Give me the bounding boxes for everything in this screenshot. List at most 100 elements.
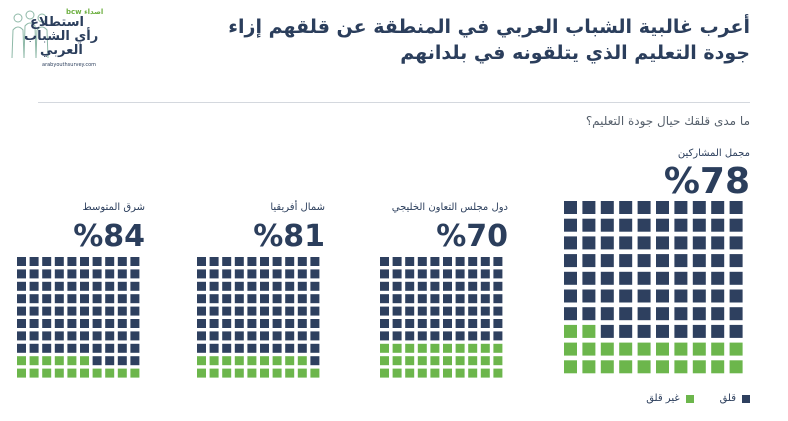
waffle-cell-concerned bbox=[29, 306, 39, 316]
waffle-cell-concerned bbox=[92, 319, 102, 328]
waffle-cell-concerned bbox=[247, 257, 257, 266]
waffle-cell-concerned bbox=[92, 281, 102, 291]
waffle-cell-concerned bbox=[260, 343, 269, 353]
waffle-cell-not-concerned bbox=[297, 356, 307, 366]
waffle-cell-concerned bbox=[272, 319, 282, 328]
waffle-cell-concerned bbox=[29, 257, 39, 266]
waffle-cell-concerned bbox=[493, 281, 503, 291]
waffle-cell-concerned bbox=[468, 269, 478, 279]
waffle-cell-concerned bbox=[405, 257, 415, 266]
waffle-cell-concerned bbox=[247, 306, 257, 316]
waffle-cell-concerned bbox=[117, 257, 127, 266]
waffle-cell-concerned bbox=[67, 269, 77, 279]
waffle-cell-concerned bbox=[480, 281, 490, 291]
waffle-cell-concerned bbox=[380, 306, 389, 316]
waffle-cell-concerned bbox=[564, 218, 577, 232]
waffle-cell-concerned bbox=[417, 319, 427, 328]
waffle-cell-concerned bbox=[310, 269, 320, 279]
waffle-cell-not-concerned bbox=[405, 368, 415, 378]
waffle-cell-concerned bbox=[380, 294, 389, 304]
waffle-cell-concerned bbox=[247, 269, 257, 279]
panel-pct-gcc: %70 bbox=[436, 219, 508, 254]
waffle-cell-concerned bbox=[297, 343, 307, 353]
waffle-cell-concerned bbox=[297, 281, 307, 291]
waffle-cell-concerned bbox=[67, 331, 77, 341]
waffle-cell-not-concerned bbox=[54, 368, 64, 378]
waffle-cell-concerned bbox=[234, 257, 244, 266]
waffle-cell-not-concerned bbox=[105, 368, 115, 378]
waffle-cell-concerned bbox=[430, 331, 440, 341]
waffle-cell-concerned bbox=[29, 294, 39, 304]
waffle-cell-concerned bbox=[247, 294, 257, 304]
waffle-cell-concerned bbox=[729, 236, 743, 250]
waffle-cell-not-concerned bbox=[468, 343, 478, 353]
logo-text-line3: العربي bbox=[40, 43, 83, 58]
waffle-cell-concerned bbox=[468, 331, 478, 341]
waffle-cell-concerned bbox=[234, 343, 244, 353]
waffle-cell-concerned bbox=[582, 289, 596, 303]
waffle-cell-not-concerned bbox=[430, 356, 440, 366]
waffle-cell-concerned bbox=[430, 269, 440, 279]
waffle-cell-concerned bbox=[637, 218, 651, 232]
waffle-cell-concerned bbox=[443, 281, 452, 291]
waffle-cell-not-concerned bbox=[417, 356, 427, 366]
waffle-cell-not-concerned bbox=[380, 343, 389, 353]
waffle-cell-concerned bbox=[493, 306, 503, 316]
waffle-cell-concerned bbox=[711, 201, 725, 214]
waffle-cell-concerned bbox=[285, 294, 295, 304]
waffle-cell-concerned bbox=[405, 269, 415, 279]
waffle-cell-concerned bbox=[493, 269, 503, 279]
waffle-cell-concerned bbox=[711, 271, 725, 285]
waffle-cell-not-concerned bbox=[392, 356, 402, 366]
waffle-cell-concerned bbox=[285, 343, 295, 353]
legend-item-concerned: قلق bbox=[720, 393, 750, 404]
waffle-cell-concerned bbox=[209, 306, 219, 316]
waffle-cell-not-concerned bbox=[42, 368, 52, 378]
waffle-cell-concerned bbox=[582, 236, 596, 250]
waffle-cell-concerned bbox=[455, 281, 465, 291]
waffle-cell-concerned bbox=[674, 254, 688, 268]
waffle-cell-concerned bbox=[310, 331, 320, 341]
waffle-cell-concerned bbox=[105, 269, 115, 279]
waffle-cell-not-concerned bbox=[67, 356, 77, 366]
waffle-cell-concerned bbox=[380, 281, 389, 291]
waffle-cell-not-concerned bbox=[455, 343, 465, 353]
waffle-cell-not-concerned bbox=[468, 356, 478, 366]
waffle-levant bbox=[17, 257, 140, 378]
waffle-cell-not-concerned bbox=[468, 368, 478, 378]
waffle-cell-concerned bbox=[54, 257, 64, 266]
question-text: ما مدى قلقك حيال جودة التعليم؟ bbox=[585, 114, 750, 128]
waffle-cell-concerned bbox=[272, 269, 282, 279]
waffle-cell-not-concerned bbox=[405, 343, 415, 353]
waffle-cell-concerned bbox=[392, 306, 402, 316]
waffle-cell-concerned bbox=[297, 257, 307, 266]
waffle-cell-not-concerned bbox=[234, 356, 244, 366]
waffle-cell-concerned bbox=[443, 319, 452, 328]
waffle-cell-concerned bbox=[430, 281, 440, 291]
waffle-cell-concerned bbox=[17, 319, 26, 328]
waffle-cell-concerned bbox=[80, 281, 89, 291]
waffle-cell-not-concerned bbox=[130, 368, 140, 378]
waffle-cell-concerned bbox=[455, 257, 465, 266]
waffle-cell-concerned bbox=[468, 319, 478, 328]
waffle-cell-concerned bbox=[80, 306, 89, 316]
waffle-cell-not-concerned bbox=[729, 342, 743, 356]
waffle-cell-concerned bbox=[197, 343, 206, 353]
waffle-cell-concerned bbox=[392, 294, 402, 304]
waffle-cell-concerned bbox=[247, 343, 257, 353]
waffle-cell-concerned bbox=[117, 306, 127, 316]
waffle-cell-concerned bbox=[197, 257, 206, 266]
waffle-cell-concerned bbox=[619, 289, 633, 303]
waffle-cell-concerned bbox=[222, 269, 232, 279]
waffle-cell-concerned bbox=[564, 289, 577, 303]
waffle-cell-concerned bbox=[564, 201, 577, 214]
waffle-cell-concerned bbox=[80, 343, 89, 353]
waffle-cell-concerned bbox=[130, 319, 140, 328]
legend-swatch-not-concerned bbox=[685, 394, 694, 403]
waffle-cell-not-concerned bbox=[234, 368, 244, 378]
waffle-cell-concerned bbox=[582, 218, 596, 232]
waffle-cell-not-concerned bbox=[405, 356, 415, 366]
waffle-cell-concerned bbox=[92, 331, 102, 341]
waffle-cell-concerned bbox=[729, 254, 743, 268]
waffle-cell-not-concerned bbox=[564, 360, 577, 374]
